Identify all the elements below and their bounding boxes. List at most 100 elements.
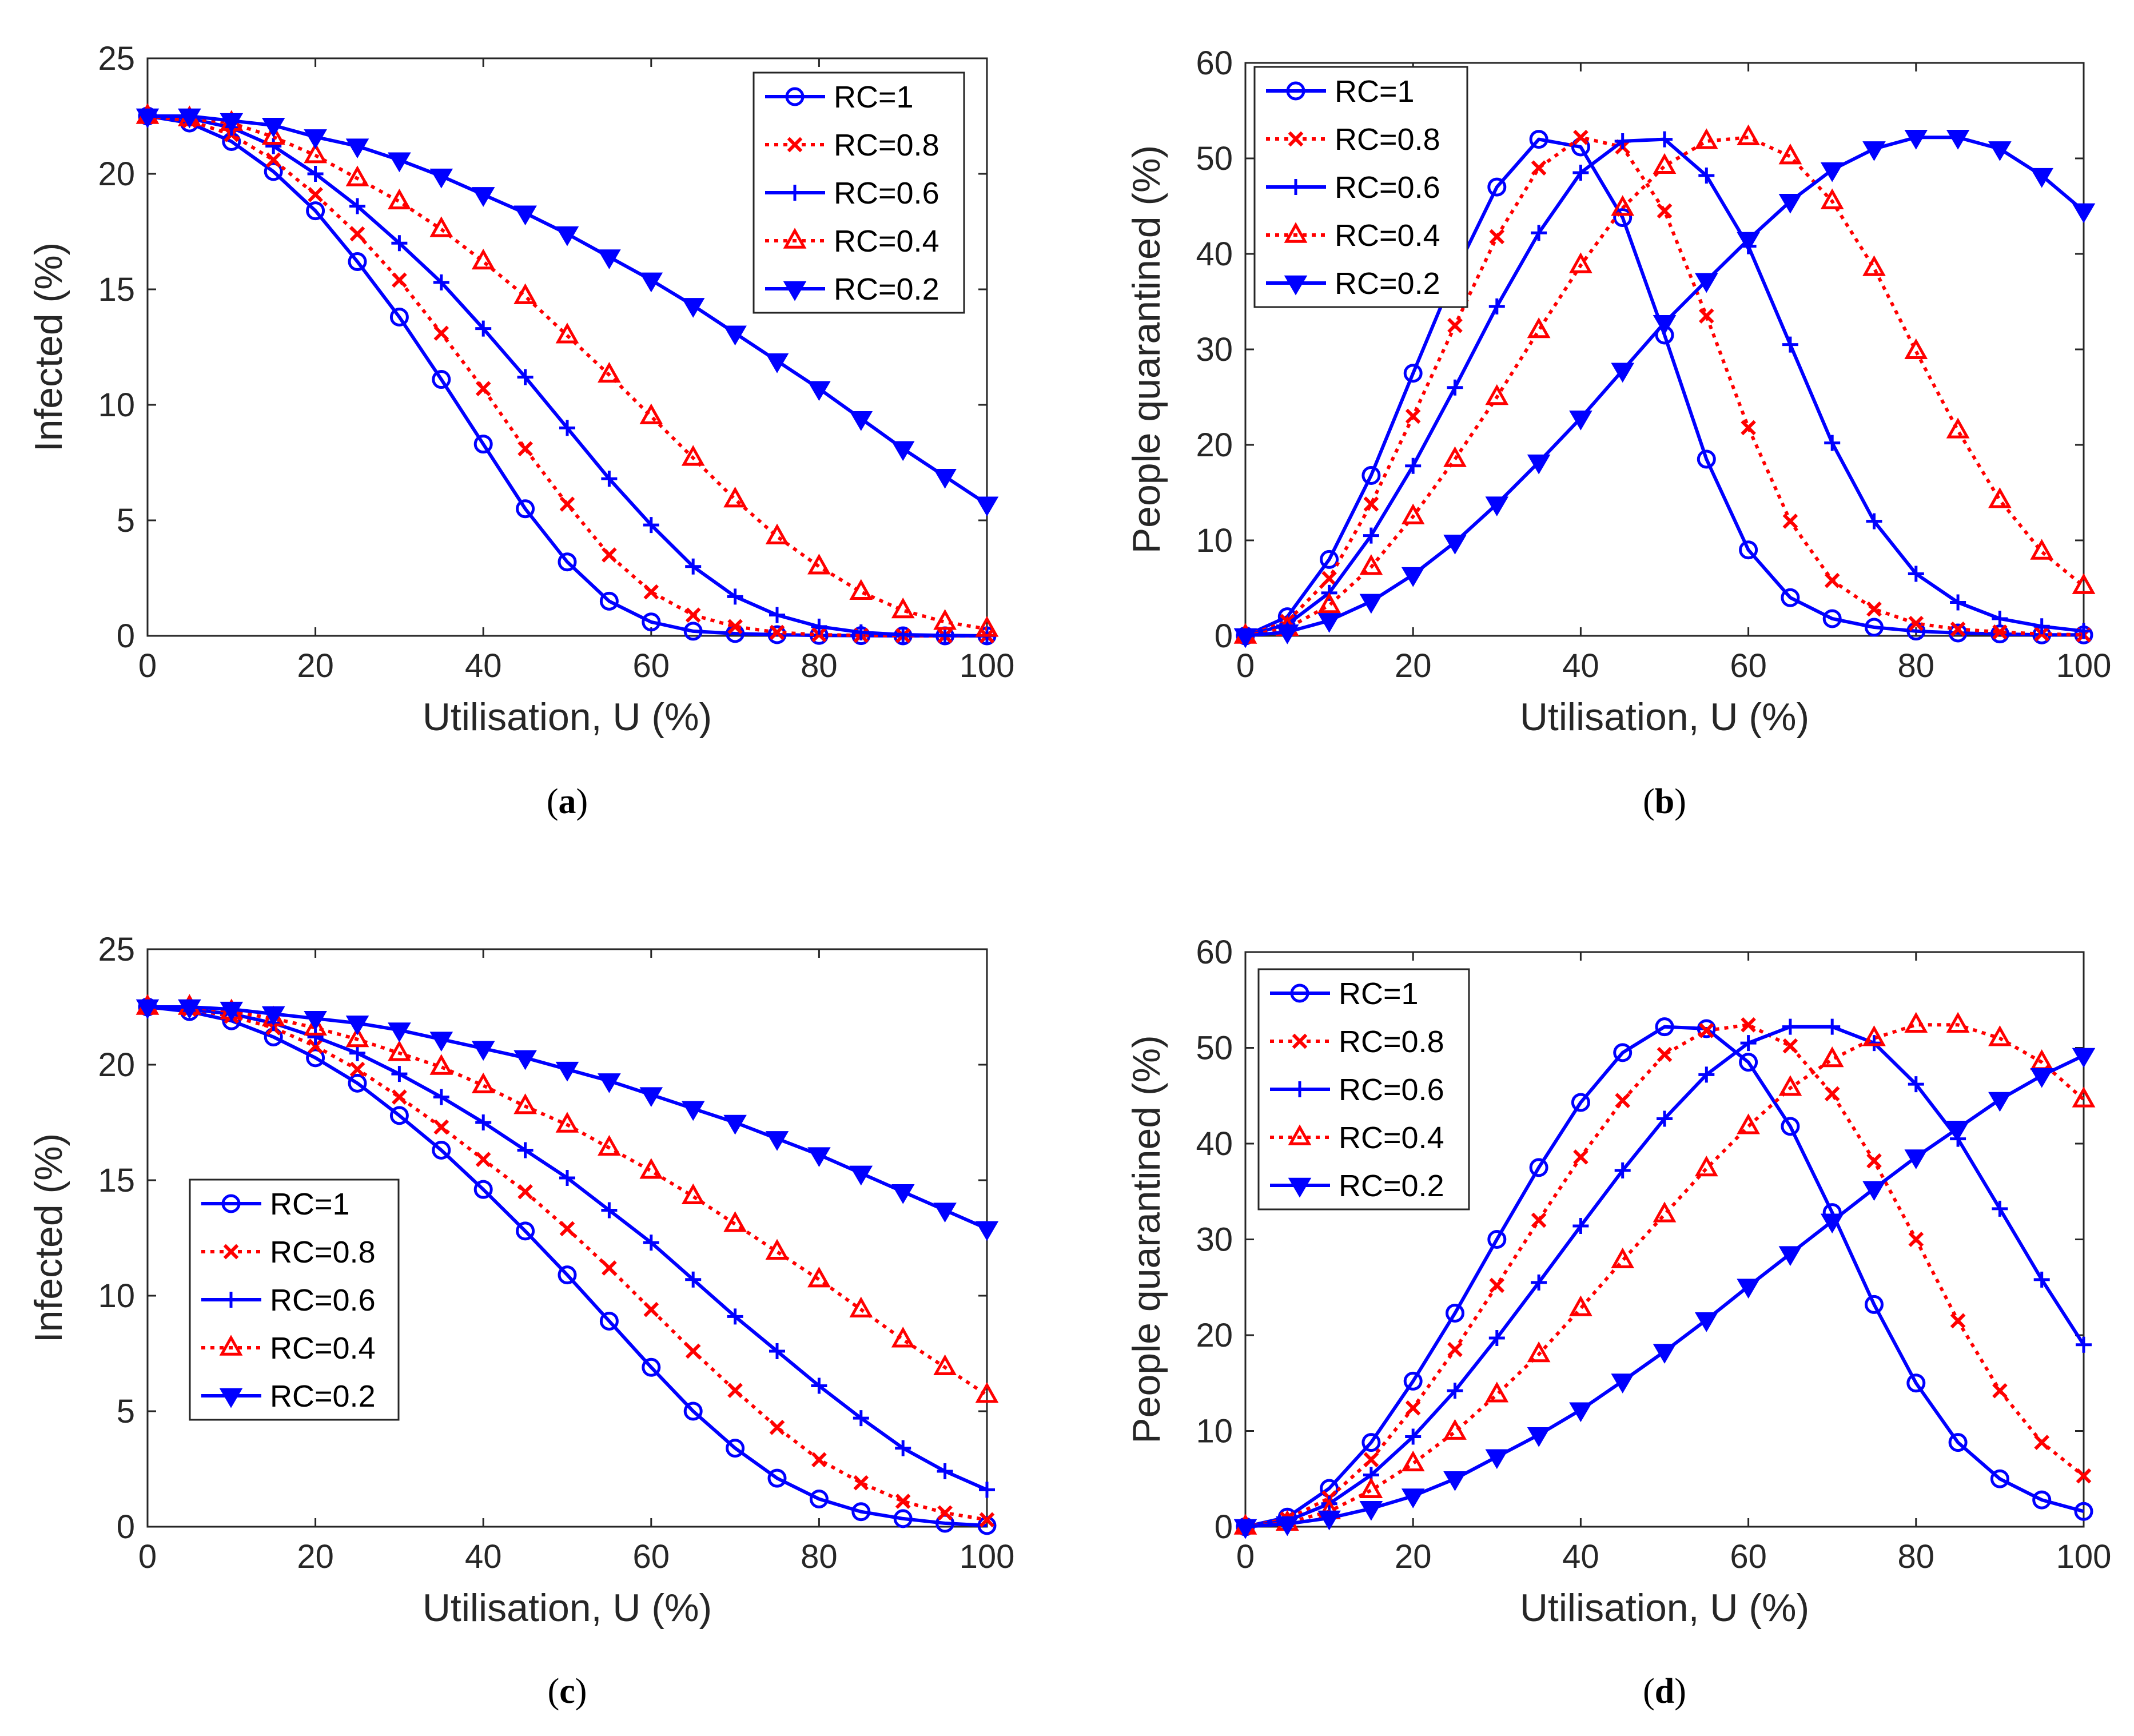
data-point — [1488, 1330, 1505, 1347]
data-point — [1529, 130, 1548, 149]
data-point — [1655, 1017, 1674, 1037]
data-point — [1363, 496, 1379, 512]
data-point — [555, 1112, 579, 1133]
series-line — [1245, 1023, 2085, 1528]
data-point — [1737, 124, 1760, 145]
legend: RC=1 RC=0.8 RC=0.6 RC=0.4 RC=0.2 — [1257, 968, 1470, 1211]
data-point — [765, 1239, 789, 1260]
panel-c: 0 20 40 60 80 100 0 5 10 15 20 25 Utilisation, U (%)… — [27, 931, 1014, 1711]
data-point — [2033, 1271, 2050, 1288]
data-point — [513, 205, 537, 226]
data-point — [475, 320, 492, 337]
data-point — [1446, 1303, 1464, 1323]
data-point — [1657, 131, 1673, 148]
data-point — [1698, 308, 1714, 324]
data-point — [1908, 1232, 1924, 1247]
legend-marker — [787, 137, 803, 153]
data-point — [432, 370, 451, 389]
data-point — [1904, 338, 1928, 360]
data-point — [349, 226, 365, 242]
data-point — [345, 138, 369, 158]
data-point — [937, 1505, 953, 1521]
x-axis-label: Utilisation, U (%) — [1520, 1586, 1809, 1630]
data-point — [559, 496, 575, 512]
x-axis-label: Utilisation, U (%) — [1520, 695, 1809, 739]
panel-caption-letter: b — [1655, 782, 1674, 821]
data-point — [643, 1235, 659, 1251]
legend-label: RC=1 — [1335, 74, 1415, 109]
data-point — [895, 1494, 911, 1509]
data-point — [304, 129, 327, 149]
y-tick-label: 10 — [98, 1277, 135, 1315]
data-point — [261, 117, 285, 138]
legend-marker — [1288, 131, 1304, 147]
data-point — [391, 1066, 408, 1082]
legend-label: RC=0.4 — [270, 1331, 376, 1365]
x-axis-label: Utilisation, U (%) — [423, 1586, 712, 1630]
data-point — [853, 624, 869, 640]
data-point — [307, 166, 324, 182]
data-point — [598, 1134, 621, 1156]
y-tick-label: 25 — [98, 931, 135, 968]
data-point — [1443, 535, 1467, 555]
legend-item: RC=1 — [201, 1187, 350, 1221]
x-tick-label: 20 — [1395, 1538, 1432, 1575]
data-point — [1614, 1162, 1631, 1178]
data-point — [1866, 1035, 1882, 1052]
data-point — [555, 322, 579, 344]
y-tick-label: 15 — [98, 1162, 135, 1199]
data-point — [1988, 141, 2012, 161]
y-tick-label: 60 — [1196, 934, 1233, 971]
data-point — [1611, 1247, 1635, 1269]
data-point — [1908, 566, 1924, 582]
data-point — [1737, 232, 1760, 252]
x-tick-label: 100 — [2056, 647, 2112, 684]
data-point — [178, 108, 201, 129]
x-tick-label: 60 — [633, 647, 670, 684]
legend-item: RC=0.6 — [1266, 170, 1440, 205]
data-point — [1485, 1449, 1509, 1470]
data-point — [1988, 487, 2012, 508]
y-tick-label: 5 — [117, 502, 135, 539]
data-point — [723, 1114, 747, 1135]
data-point — [811, 1452, 827, 1468]
data-point — [765, 523, 789, 544]
data-point — [306, 1048, 325, 1068]
data-point — [349, 1061, 365, 1077]
data-point — [1359, 554, 1383, 575]
data-point — [975, 1221, 999, 1241]
data-point — [1697, 1019, 1716, 1038]
legend-label: RC=0.8 — [1335, 122, 1440, 157]
data-point — [1737, 1113, 1760, 1134]
series-line — [147, 1005, 988, 1527]
data-point — [1866, 513, 1882, 529]
data-point — [1529, 1158, 1548, 1177]
y-tick-label: 10 — [1196, 1413, 1233, 1450]
data-point — [1865, 618, 1884, 637]
data-point — [765, 1131, 789, 1151]
data-point — [643, 584, 659, 600]
data-point — [1782, 1018, 1798, 1035]
x-tick-label: 20 — [297, 1538, 334, 1575]
legend-label: RC=0.6 — [270, 1283, 376, 1317]
data-point — [849, 411, 873, 431]
x-tick-label: 20 — [297, 647, 334, 684]
y-tick-label: 0 — [117, 618, 135, 655]
data-point — [2030, 539, 2054, 560]
legend-item: RC=0.2 — [1266, 266, 1440, 301]
series-line — [147, 114, 987, 638]
y-tick-label: 0 — [117, 1508, 135, 1546]
legend-label: RC=1 — [834, 80, 914, 114]
data-point — [304, 1011, 327, 1031]
legend-marker — [785, 87, 805, 106]
data-point — [1741, 420, 1756, 436]
data-point — [392, 1089, 407, 1105]
data-point — [513, 1093, 537, 1114]
data-point — [2030, 168, 2053, 188]
data-point — [765, 353, 789, 373]
data-point — [471, 248, 495, 270]
data-point — [1317, 592, 1341, 614]
data-point — [2074, 1502, 2093, 1521]
data-point — [1569, 252, 1592, 273]
data-point — [975, 1382, 999, 1403]
